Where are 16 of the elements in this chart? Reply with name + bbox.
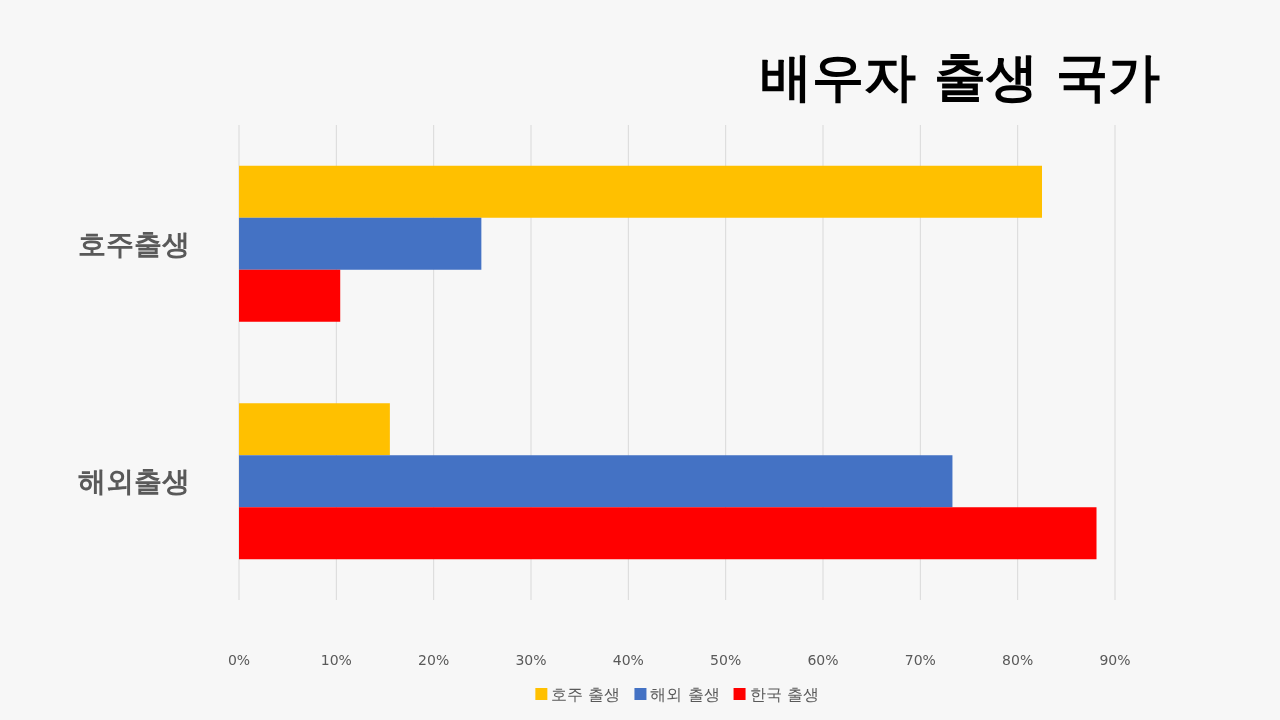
x-tick-label: 40%: [612, 652, 644, 668]
y-tick-label: 해외출생: [78, 465, 190, 499]
legend-label: 한국 출생: [749, 685, 819, 704]
x-tick-label: 80%: [1002, 652, 1034, 668]
x-tick-label: 60%: [807, 652, 839, 668]
x-tick-label: 0%: [227, 652, 251, 668]
legend-label: 호주 출생: [551, 685, 621, 704]
x-tick-label: 20%: [418, 652, 450, 668]
x-tick-label: 70%: [904, 652, 936, 668]
x-tick-label: 30%: [515, 652, 547, 668]
y-tick-label: 호주출생: [78, 227, 190, 261]
x-tick-label: 50%: [710, 652, 742, 668]
chart-title: 배우자 출생 국가: [759, 47, 1160, 107]
x-tick-label: 10%: [320, 652, 352, 668]
legend-label: 해외 출생: [650, 685, 720, 704]
x-tick-label: 90%: [1099, 652, 1131, 668]
